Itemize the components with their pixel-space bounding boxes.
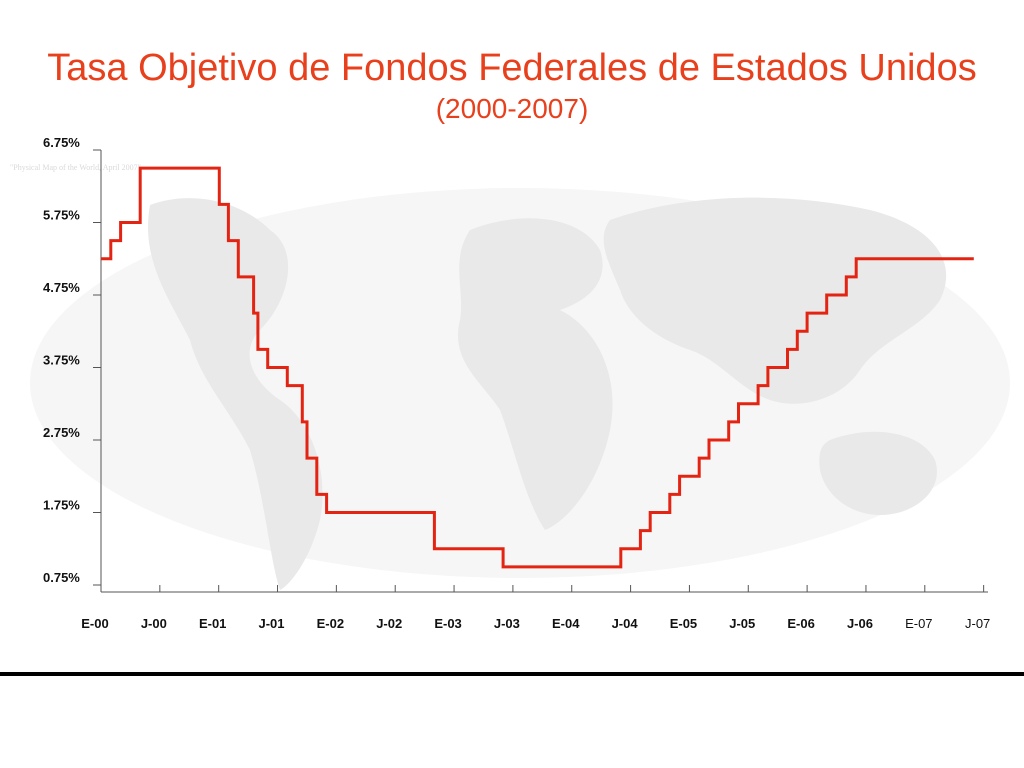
x-tick-label: J-02 — [376, 616, 402, 631]
x-tick-label: J-04 — [612, 616, 639, 631]
y-tick-label: 2.75% — [43, 425, 80, 440]
x-tick-label: J-01 — [259, 616, 285, 631]
x-tick-label: E-00 — [81, 616, 108, 631]
x-tick-label: J-00 — [141, 616, 167, 631]
y-tick-label: 6.75% — [43, 135, 80, 150]
x-tick-label: E-03 — [434, 616, 461, 631]
map-caption: "Physical Map of the World, April 2007" — [10, 163, 141, 172]
world-map-background: "Physical Map of the World, April 2007" — [10, 163, 1010, 591]
y-axis-ticks: 6.75% 5.75% 4.75% 3.75% 2.75% 1.75% 0.75% — [43, 135, 101, 586]
map-land-australia — [819, 431, 937, 515]
map-land-americas — [148, 198, 323, 591]
x-axis-ticks: E-00 J-00 E-01 J-01 E-02 J-02 E-03 J-03 E-04 J-04… — [81, 585, 990, 631]
x-tick-label: E-06 — [787, 616, 814, 631]
map-land-asia — [603, 197, 947, 404]
y-tick-label: 3.75% — [43, 353, 80, 368]
x-tick-label: E-01 — [199, 616, 226, 631]
x-tick-label: J-05 — [729, 616, 755, 631]
map-land-africa-europe — [458, 218, 613, 531]
bottom-divider — [0, 672, 1024, 676]
series-line-fed-funds-rate — [101, 166, 974, 569]
x-tick-label: J-06 — [847, 616, 873, 631]
x-tick-label: J-07 — [965, 616, 990, 631]
chart-subtitle: (2000-2007) — [435, 93, 589, 124]
x-tick-label: E-05 — [670, 616, 697, 631]
y-tick-label: 5.75% — [43, 208, 80, 223]
y-tick-label: 1.75% — [43, 498, 80, 513]
y-tick-label: 4.75% — [43, 280, 80, 295]
chart-title: Tasa Objetivo de Fondos Federales de Est… — [47, 47, 977, 89]
y-tick-label: 0.75% — [43, 570, 80, 585]
x-tick-label: E-07 — [905, 616, 932, 631]
x-tick-label: J-03 — [494, 616, 520, 631]
x-tick-label: E-04 — [552, 616, 580, 631]
series-layer — [100, 166, 974, 569]
x-tick-label: E-02 — [317, 616, 344, 631]
